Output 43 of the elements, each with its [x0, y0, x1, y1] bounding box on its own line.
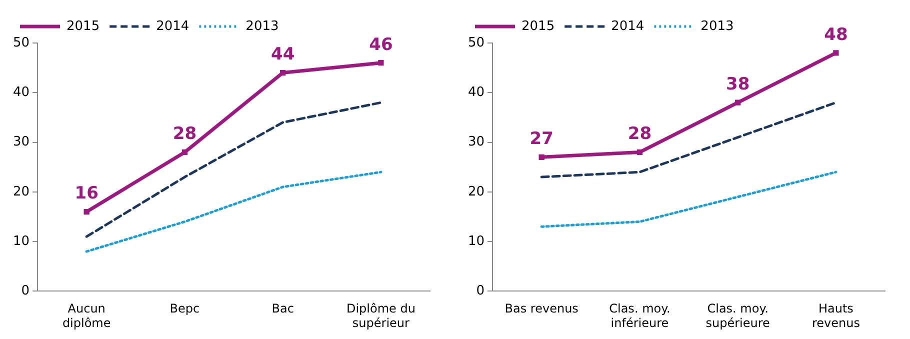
x-tick-label: Hauts revenus: [812, 302, 860, 330]
y-tick-label: 50: [12, 35, 30, 50]
x-tick-label: Clas. moy. supérieure: [706, 302, 770, 330]
data-label: 46: [369, 34, 393, 55]
y-tick-label: 20: [12, 184, 30, 200]
x-tick-label: Aucun diplôme: [62, 302, 111, 330]
point: [538, 154, 544, 160]
data-label: 44: [270, 44, 295, 65]
legend-label: 2014: [611, 18, 644, 34]
y-tick-label: 20: [468, 184, 485, 200]
y-tick-label: 40: [468, 85, 485, 100]
y-tick-label: 0: [21, 284, 30, 299]
x-tick-label: Clas. moy. inférieure: [609, 302, 670, 330]
point: [636, 149, 643, 156]
y-tick-label: 0: [476, 284, 485, 299]
y-tick-label: 10: [468, 234, 485, 249]
data-label: 28: [628, 124, 652, 144]
legend-label: 2013: [700, 18, 734, 34]
point: [735, 100, 741, 106]
y-tick-label: 50: [468, 35, 485, 50]
x-tick-label: Bepc: [170, 302, 200, 316]
data-label: 38: [726, 74, 750, 94]
line-series: [540, 170, 838, 228]
legend-label: 2015: [66, 18, 100, 34]
legend-label: 2015: [522, 18, 555, 34]
y-tick-label: 10: [12, 234, 30, 249]
point: [280, 70, 286, 76]
point: [84, 208, 90, 215]
y-tick-label: 40: [12, 85, 30, 100]
data-label: 27: [530, 129, 554, 150]
x-tick-label: Bas revenus: [504, 302, 578, 316]
data-label: 48: [824, 24, 848, 45]
legend-label: 2014: [156, 18, 190, 34]
data-label: 28: [172, 124, 197, 144]
x-tick-label: Bac: [272, 302, 294, 316]
y-tick-label: 30: [12, 134, 30, 150]
y-tick-label: 30: [468, 134, 485, 150]
legend-label: 2013: [246, 18, 279, 34]
point: [378, 60, 384, 66]
data-label: 16: [74, 184, 98, 204]
point: [182, 149, 188, 156]
x-tick-label: Diplôme du supérieur: [346, 302, 416, 330]
point: [833, 50, 839, 56]
